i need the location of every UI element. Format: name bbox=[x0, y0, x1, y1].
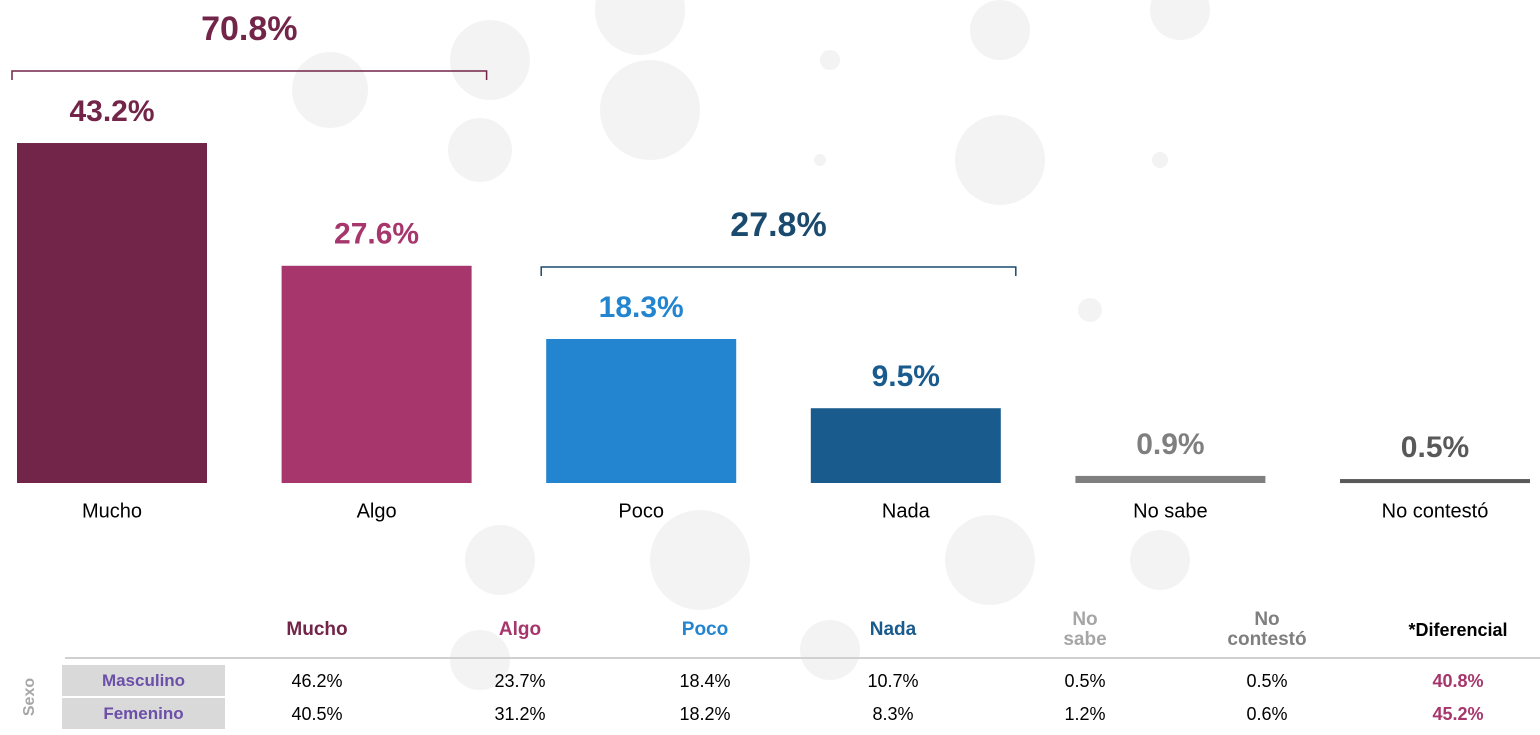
value-label: 27.6% bbox=[334, 218, 419, 251]
table-cell: 8.3% bbox=[872, 704, 914, 724]
bar bbox=[546, 338, 737, 483]
group-bracket bbox=[11, 70, 488, 81]
group-label: 27.8% bbox=[730, 206, 826, 244]
value-label: 18.3% bbox=[599, 291, 684, 324]
table-cell: 0.6% bbox=[1246, 704, 1288, 724]
table-cell: 23.7% bbox=[494, 671, 546, 691]
row-label: Femenino bbox=[62, 698, 225, 729]
table-cell: 40.5% bbox=[291, 704, 343, 724]
value-label: 9.5% bbox=[872, 360, 940, 393]
table-cell: 18.4% bbox=[679, 671, 731, 691]
x-tick-label: No sabe bbox=[1133, 500, 1208, 522]
column-header: Poco bbox=[681, 619, 729, 640]
table-cell: 18.2% bbox=[679, 704, 731, 724]
column-header: *Diferencial bbox=[1408, 620, 1508, 640]
group-label: 70.8% bbox=[201, 10, 297, 48]
column-header: Nada bbox=[869, 619, 917, 640]
x-tick-label: No contestó bbox=[1382, 500, 1489, 522]
column-header: No sabe bbox=[1063, 609, 1107, 650]
value-label: 0.9% bbox=[1136, 428, 1204, 461]
bar bbox=[281, 265, 472, 483]
value-label: 43.2% bbox=[69, 95, 154, 128]
group-bracket bbox=[540, 266, 1017, 276]
table-cell: 40.8% bbox=[1432, 671, 1484, 691]
x-tick-label: Poco bbox=[618, 500, 664, 522]
table-cell: 45.2% bbox=[1432, 704, 1484, 724]
column-header: No contestó bbox=[1227, 609, 1307, 650]
group-label: Sexo bbox=[21, 677, 38, 717]
bar bbox=[1340, 479, 1530, 484]
table-cell: 10.7% bbox=[867, 671, 919, 691]
bar bbox=[1075, 475, 1266, 483]
value-label: 0.5% bbox=[1401, 431, 1469, 464]
background-dots bbox=[292, 0, 1210, 690]
row-label: Masculino bbox=[62, 665, 225, 696]
bar bbox=[810, 408, 1001, 483]
table-cell: 0.5% bbox=[1064, 671, 1106, 691]
bar bbox=[17, 143, 207, 484]
header-rule bbox=[65, 657, 1540, 659]
column-header: Algo bbox=[498, 619, 542, 640]
table-cell: 31.2% bbox=[494, 704, 546, 724]
x-tick-label: Algo bbox=[357, 500, 397, 522]
column-header: Mucho bbox=[286, 619, 348, 640]
x-tick-label: Mucho bbox=[82, 500, 142, 522]
table-cell: 1.2% bbox=[1064, 704, 1106, 724]
table-cell: 46.2% bbox=[291, 671, 343, 691]
table-cell: 0.5% bbox=[1246, 671, 1288, 691]
x-tick-label: Nada bbox=[882, 500, 931, 522]
